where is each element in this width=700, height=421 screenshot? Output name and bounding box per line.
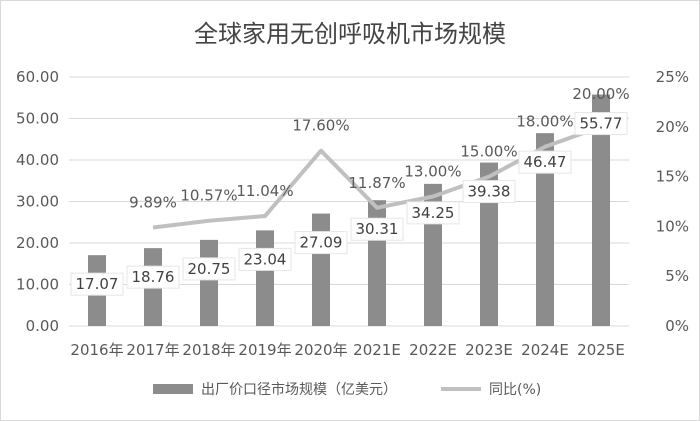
line-value-label: 11.04% [236,182,293,200]
right-axis-tick-label: 20% [656,118,689,136]
bar [536,133,554,326]
bar-label-box [70,272,124,296]
x-axis-tick-label: 2019年 [238,341,291,359]
bar [312,213,330,326]
x-axis-tick-label: 2025E [577,341,625,359]
x-axis-ticks: 2016年 2017年 2018年 2019年 2020年 2021E 2022E 2023E… [70,341,624,359]
left-axis-tick-label: 60.00 [16,68,59,86]
left-axis-tick-label: 20.00 [16,234,59,252]
line-value-labels: 9.89% 10.57%11.04% 17.60% 11.87%13.00% 15.00… [129,85,629,212]
x-axis-tick-label: 2022E [409,341,457,359]
line-value-label: 11.87% [348,174,405,192]
x-axis-tick-label: 2017年 [126,341,179,359]
bar-value-label: 27.09 [300,234,343,252]
line-value-label: 20.00% [572,85,629,103]
right-axis-tick-label: 15% [656,168,689,186]
line-value-label: 15.00% [460,143,517,161]
legend-bar-swatch [153,384,193,394]
x-axis-tick-label: 2016年 [70,341,123,359]
line-value-label: 17.60% [292,117,349,135]
bar-label-box [406,201,460,225]
x-axis-tick-label: 2021E [353,341,401,359]
bar-value-label: 20.75 [188,260,231,278]
left-axis-tick-label: 40.00 [16,151,59,169]
bar-value-label: 46.47 [524,153,567,171]
bar-value-label: 18.76 [132,268,175,286]
right-axis-tick-label: 5% [665,267,689,285]
bar-value-label: 39.38 [468,183,511,201]
bar-label-box [518,150,572,174]
bar [256,230,274,326]
x-axis-tick-label: 2020年 [294,341,347,359]
bar-label-box [294,231,348,255]
legend-line-label: 同比(%) [489,382,541,398]
bar-label-box [126,265,180,289]
bar-label-box [574,112,628,136]
bar [200,239,218,326]
line-value-label: 10.57% [180,187,237,205]
chart-title: 全球家用无创呼吸机市场规模 [194,20,506,48]
right-axis-tick-label: 25% [656,68,689,86]
bar-value-label: 17.07 [76,275,119,293]
bar-value-labels: 17.07 18.76 20.75 23.04 27.09 30.31 34.25 39.38… [70,112,628,296]
left-axis-tick-label: 50.00 [16,110,59,128]
bar-label-box [182,257,236,281]
bar-value-label: 30.31 [356,220,399,238]
bar-label-box [350,217,404,241]
bar-value-label: 34.25 [412,204,455,222]
left-axis-tick-label: 30.00 [16,193,59,211]
line-value-label: 13.00% [404,163,461,181]
legend-bar-label: 出厂价口径市场规模（亿美元） [201,381,397,398]
bar-label-box [462,180,516,204]
left-axis-ticks: 0.00 10.00 20.00 30.00 40.00 50.00 60.00 [16,68,59,335]
right-axis-ticks: 0% 5% 10% 15% 20% 25% [656,68,689,335]
x-axis-tick-label: 2024E [521,341,569,359]
right-axis-tick-label: 0% [665,317,689,335]
x-axis-tick-label: 2018年 [182,341,235,359]
x-axis-tick-label: 2023E [465,341,513,359]
left-axis-tick-label: 10.00 [16,276,59,294]
bar-value-label: 55.77 [580,115,623,133]
bar-value-label: 23.04 [244,250,287,268]
legend: 出厂价口径市场规模（亿美元） 同比(%) [153,381,541,398]
line-value-label: 18.00% [516,113,573,131]
bar [592,94,610,326]
bar [480,162,498,326]
left-axis-tick-label: 0.00 [26,317,59,335]
right-axis-tick-label: 10% [656,217,689,235]
bar-label-box [238,247,292,271]
line-value-label: 9.89% [129,193,177,211]
